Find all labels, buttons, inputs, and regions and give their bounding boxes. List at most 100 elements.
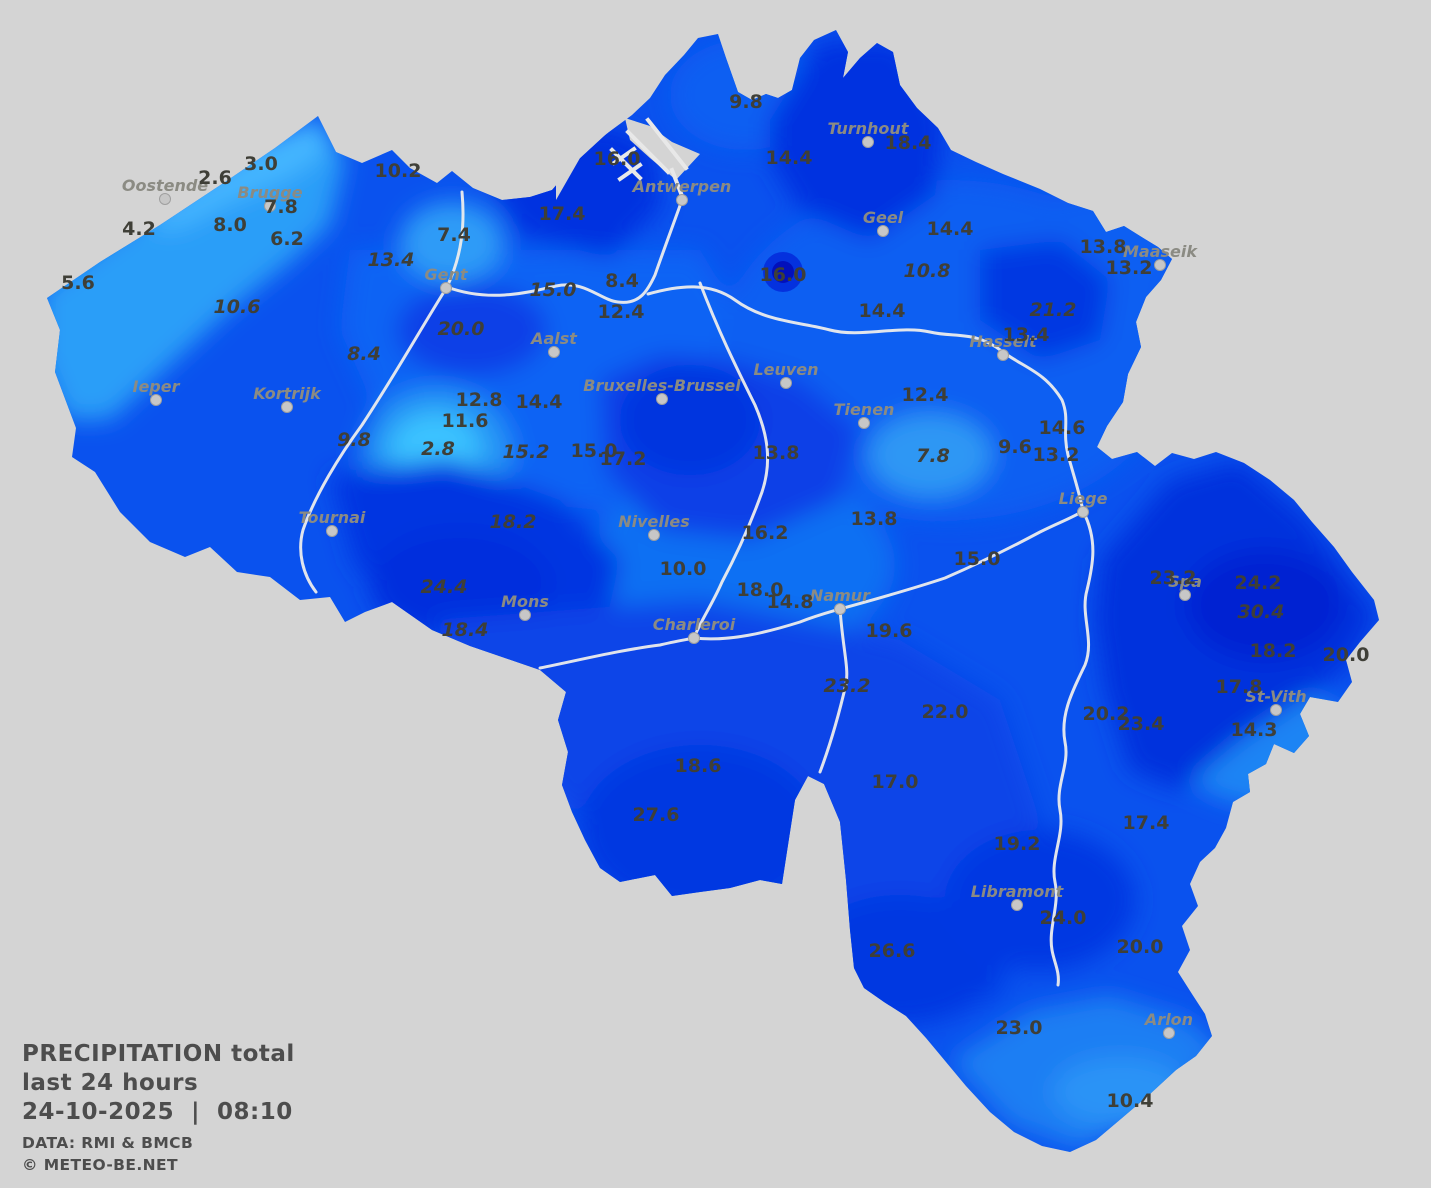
station-value: 13.4 <box>1003 324 1050 346</box>
city-markers-layer: Oostende Brugge Ieper Kortrijk Tournai Gent Aa… <box>122 119 1307 1039</box>
city-label: Leuven <box>753 360 818 379</box>
city-label: Nivelles <box>618 512 690 531</box>
station-value: 7.4 <box>437 224 471 246</box>
city-marker: Maaseik <box>1123 242 1198 271</box>
station-value: 20.0 <box>1117 936 1164 958</box>
city-marker: Mons <box>501 592 549 621</box>
station-value: 24.4 <box>421 576 468 598</box>
station-value: 24.2 <box>1235 572 1282 594</box>
station-value: 18.6 <box>675 755 722 777</box>
city-dot <box>834 603 846 615</box>
city-marker: Charleroi <box>653 615 736 644</box>
station-value: 13.8 <box>851 508 898 530</box>
station-value: 6.2 <box>270 228 304 250</box>
station-value: 10.6 <box>214 296 261 318</box>
city-label: Antwerpen <box>631 177 732 196</box>
city-dot <box>281 401 293 413</box>
city-label: Gent <box>424 265 468 284</box>
city-dot <box>858 417 870 429</box>
station-value: 20.0 <box>438 318 485 340</box>
map-subtitle: last 24 hours <box>22 1070 199 1096</box>
local-extreme-spot <box>763 252 803 292</box>
city-label: Arlon <box>1143 1010 1193 1029</box>
city-marker: Tienen <box>834 400 894 429</box>
city-marker: Tournai <box>299 508 366 537</box>
station-value: 23.2 <box>1150 567 1197 589</box>
station-value: 22.0 <box>922 701 969 723</box>
station-value: 9.8 <box>337 429 371 451</box>
station-value: 18.2 <box>490 511 537 533</box>
station-value: 2.6 <box>198 167 232 189</box>
station-value: 12.4 <box>902 384 949 406</box>
city-dot <box>519 609 531 621</box>
city-marker: Liege <box>1059 489 1108 518</box>
station-value: 11.6 <box>442 410 489 432</box>
city-label: Bruxelles-Brussel <box>583 376 741 395</box>
city-marker: Leuven <box>753 360 819 389</box>
city-dot <box>264 200 276 212</box>
city-label: Charleroi <box>653 615 736 634</box>
station-values-layer: 2.6 3.0 7.8 8.0 6.2 4.2 5.6 10.6 8.4 9.8 10.2 13.4 1… <box>61 91 1369 1112</box>
city-dot <box>688 632 700 644</box>
station-value: 8.4 <box>347 343 381 365</box>
city-label: Namur <box>810 586 871 605</box>
station-value: 13.2 <box>1033 444 1080 466</box>
city-label: Turnhout <box>828 119 910 138</box>
city-dot <box>1163 1027 1175 1039</box>
station-value: 8.0 <box>213 214 247 236</box>
station-value: 15.0 <box>954 548 1001 570</box>
city-marker: St-Vith <box>1245 687 1307 716</box>
city-label: Mons <box>501 592 549 611</box>
station-value: 4.2 <box>122 218 156 240</box>
station-value: 17.0 <box>872 771 919 793</box>
city-dot <box>862 136 874 148</box>
station-value: 18.4 <box>885 132 932 154</box>
city-label: Kortrijk <box>253 384 322 403</box>
station-value: 13.8 <box>753 442 800 464</box>
station-value: 9.8 <box>729 91 763 113</box>
city-marker: Namur <box>810 586 871 615</box>
station-value: 23.0 <box>996 1017 1043 1039</box>
city-dot <box>1077 506 1089 518</box>
station-value: 17.4 <box>1123 812 1170 834</box>
station-value: 17.4 <box>539 203 586 225</box>
station-value: 10.8 <box>904 260 951 282</box>
station-value: 17.8 <box>1216 676 1263 698</box>
city-label: Tournai <box>299 508 366 527</box>
station-value: 10.2 <box>375 160 422 182</box>
station-value: 8.4 <box>605 270 639 292</box>
station-value: 19.6 <box>866 620 913 642</box>
city-dot <box>326 525 338 537</box>
station-value: 18.4 <box>442 619 489 641</box>
city-label: St-Vith <box>1245 687 1306 706</box>
precipitation-field <box>47 40 1378 1150</box>
city-marker: Spa <box>1168 572 1202 601</box>
station-value: 14.4 <box>766 147 813 169</box>
station-value: 3.0 <box>244 153 278 175</box>
city-dot <box>548 346 560 358</box>
city-dot <box>1179 589 1191 601</box>
copyright: © METEO-BE.NET <box>22 1156 178 1174</box>
station-value: 23.4 <box>1118 713 1165 735</box>
city-marker: Gent <box>424 265 469 294</box>
city-dot <box>656 393 668 405</box>
city-label: Maaseik <box>1123 242 1198 261</box>
city-marker: Antwerpen <box>631 177 732 206</box>
city-label: Spa <box>1168 572 1202 591</box>
station-value: 20.0 <box>1323 644 1370 666</box>
station-value: 16.2 <box>742 522 789 544</box>
station-value: 10.0 <box>660 558 707 580</box>
station-value: 20.2 <box>1083 703 1130 725</box>
city-label: Geel <box>863 208 904 227</box>
station-value: 13.4 <box>368 249 415 271</box>
city-dot <box>150 394 162 406</box>
map-title-block: PRECIPITATION total last 24 hours 24-10-… <box>22 1040 295 1176</box>
map-title: PRECIPITATION total <box>22 1041 295 1067</box>
station-value: 12.8 <box>456 389 503 411</box>
station-value: 17.2 <box>600 448 647 470</box>
station-value: 24.0 <box>1040 907 1087 929</box>
city-dot <box>648 529 660 541</box>
station-value: 9.6 <box>998 436 1032 458</box>
city-marker: Brugge <box>237 183 303 212</box>
